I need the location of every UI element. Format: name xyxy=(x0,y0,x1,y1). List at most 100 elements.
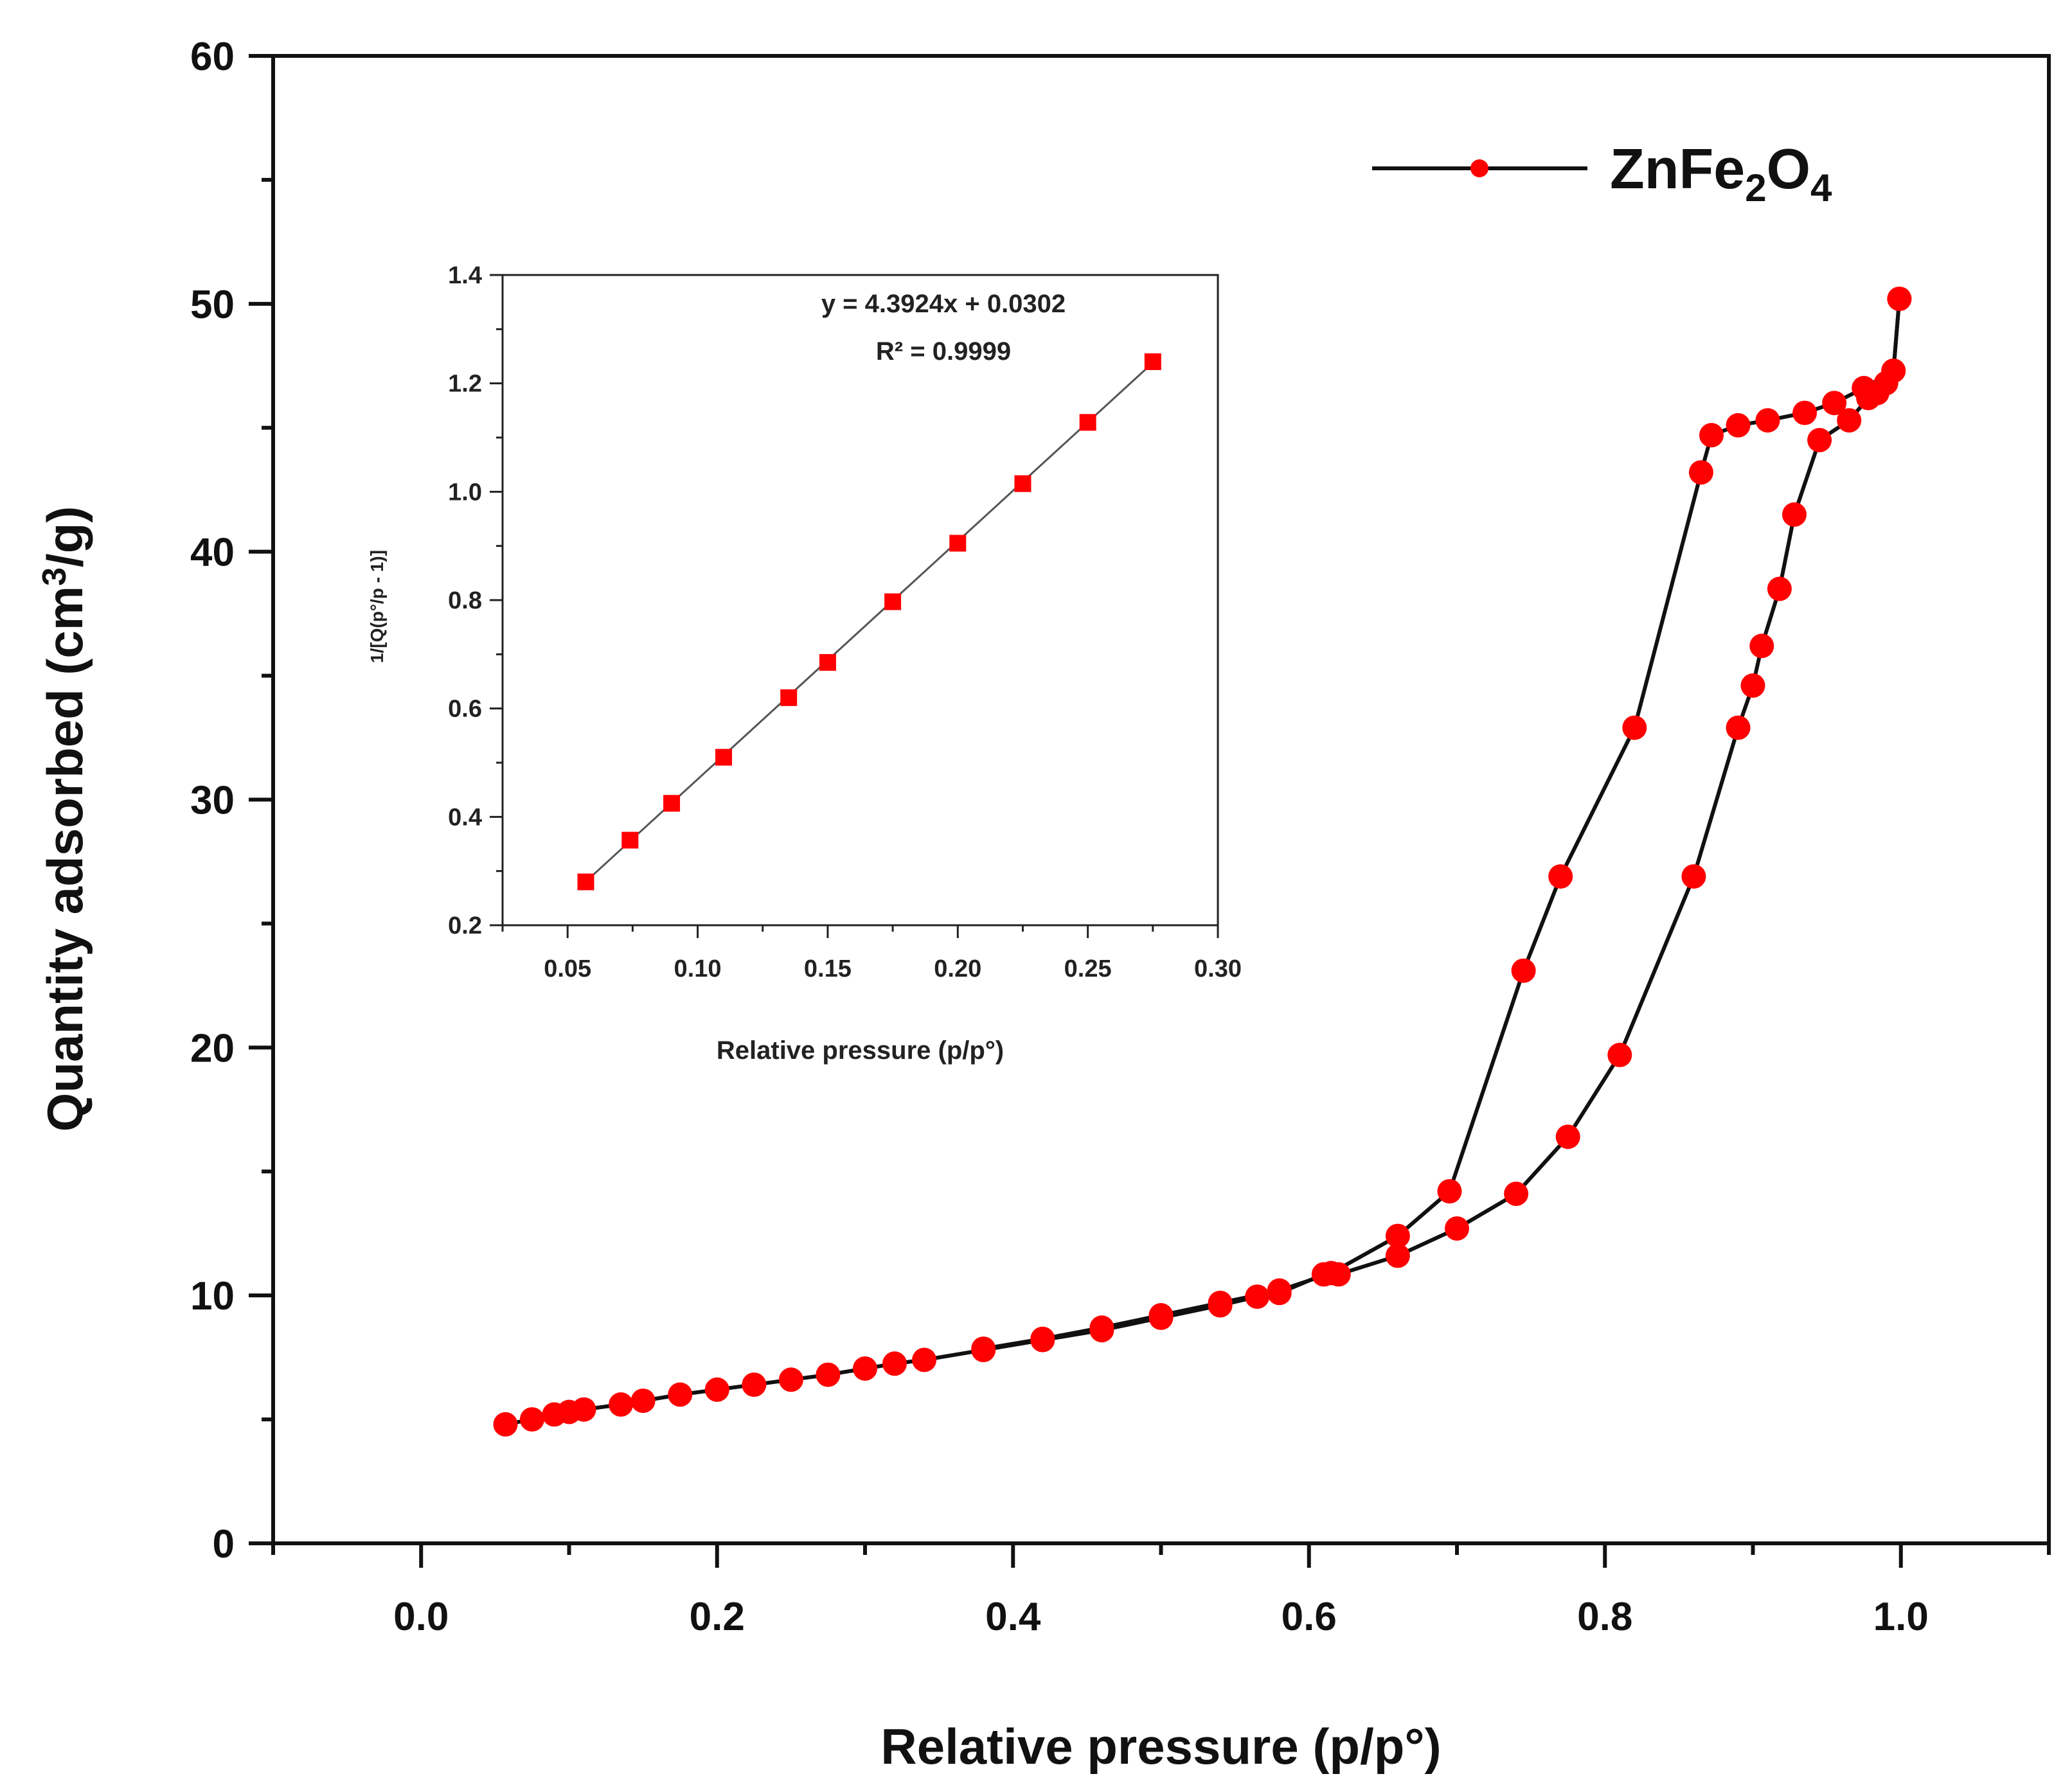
main-point-s0-34 xyxy=(1782,502,1807,527)
main-plot: 0.0 0.2 0.4 0.6 0.8 1.0 0 10 20 30 40 50 60 Relativ… xyxy=(36,35,2051,1775)
main-series-markers xyxy=(493,287,1912,1437)
main-x-axis: 0.0 0.2 0.4 0.6 0.8 1.0 xyxy=(271,1543,2051,1639)
main-point-s1-8 xyxy=(1688,460,1713,485)
main-point-s1-1 xyxy=(1881,359,1906,383)
main-point-s0-6 xyxy=(630,1388,656,1414)
legend-label-part-0: ZnFe xyxy=(1610,137,1745,200)
inset-fit-equation: y = 4.3924x + 0.0302 xyxy=(821,290,1066,318)
inset-x-tick-label-1: 0.10 xyxy=(674,955,722,982)
main-x-tick-label-4: 0.8 xyxy=(1577,1595,1632,1639)
legend-label-znfe2o4: ZnFe2O4 xyxy=(1610,137,1832,209)
inset-point-4 xyxy=(780,689,798,706)
legend-marker-sample xyxy=(1470,159,1488,177)
main-y-tick-label-1: 10 xyxy=(190,1274,235,1318)
inset-x-tick-label-0: 0.05 xyxy=(544,955,591,982)
inset-point-3 xyxy=(715,749,733,766)
main-y-tick-label-0: 0 xyxy=(213,1522,235,1566)
main-point-s0-4 xyxy=(571,1397,596,1422)
main-point-s0-36 xyxy=(1837,408,1862,433)
main-point-s0-11 xyxy=(816,1362,841,1387)
main-point-s1-12 xyxy=(1437,1179,1462,1204)
main-point-s0-1 xyxy=(519,1407,544,1432)
main-point-s0-24 xyxy=(1385,1243,1410,1268)
inset-x-tick-label-2: 0.15 xyxy=(804,955,852,982)
inset-point-5 xyxy=(819,653,836,671)
main-point-s1-14 xyxy=(1319,1261,1344,1286)
main-y-tick-label-6: 60 xyxy=(190,35,235,79)
legend-label-part-3: 4 xyxy=(1810,166,1832,209)
main-y-tick-label-3: 30 xyxy=(190,779,235,823)
inset-y-tick-label-6: 1.4 xyxy=(448,262,482,289)
main-point-s1-20 xyxy=(971,1336,996,1362)
main-point-s1-16 xyxy=(1208,1290,1233,1315)
main-y-tick-label-2: 20 xyxy=(190,1026,235,1070)
main-point-s0-33 xyxy=(1767,576,1792,601)
main-point-s1-11 xyxy=(1511,958,1536,983)
inset-point-10 xyxy=(1144,353,1161,370)
main-point-s0-5 xyxy=(609,1392,634,1417)
legend-label-part-1: 2 xyxy=(1745,166,1766,209)
inset-y-tick-label-0: 0.2 xyxy=(448,912,482,939)
main-y-axis-label-prefix: Quantity adsorbed (cm xyxy=(37,586,93,1131)
main-point-s0-25 xyxy=(1445,1216,1469,1241)
inset-plot-frame xyxy=(501,274,1219,927)
main-point-s0-31 xyxy=(1740,673,1765,698)
inset-point-7 xyxy=(949,535,967,552)
inset-y-tick-label-1: 0.4 xyxy=(448,804,482,831)
main-point-s1-4 xyxy=(1792,400,1817,425)
inset-series-markers xyxy=(577,353,1161,891)
inset-point-6 xyxy=(884,593,902,610)
inset-y-axis-label: 1/[Q(p°/p - 1)] xyxy=(367,550,387,663)
main-point-s1-2 xyxy=(1852,376,1877,400)
legend: ZnFe2O4 xyxy=(1372,137,1832,209)
main-point-s0-29 xyxy=(1681,864,1706,889)
main-x-tick-label-3: 0.6 xyxy=(1282,1595,1337,1639)
main-point-s0-14 xyxy=(912,1347,937,1372)
main-point-s1-19 xyxy=(1030,1326,1055,1351)
main-y-axis-label: Quantity adsorbed (cm3/g) xyxy=(36,506,93,1132)
main-point-s0-26 xyxy=(1504,1182,1529,1206)
inset-y-tick-label-5: 1.2 xyxy=(448,371,482,398)
main-x-axis-label: Relative pressure (p/p°) xyxy=(880,1718,1441,1775)
inset-point-8 xyxy=(1014,475,1032,492)
main-y-tick-label-4: 40 xyxy=(190,531,235,575)
inset-y-tick-label-3: 0.8 xyxy=(448,587,482,614)
main-point-s0-35 xyxy=(1807,428,1832,452)
inset-x-tick-label-4: 0.25 xyxy=(1064,955,1112,982)
inset-fit-r-squared: R² = 0.9999 xyxy=(876,337,1011,366)
main-point-s1-15 xyxy=(1267,1278,1292,1303)
main-point-s0-28 xyxy=(1607,1042,1632,1067)
inset-linear-fit-line xyxy=(585,362,1154,883)
main-point-s0-27 xyxy=(1555,1124,1580,1149)
main-x-tick-label-2: 0.4 xyxy=(985,1595,1041,1639)
inset-point-1 xyxy=(621,831,639,849)
main-point-s1-17 xyxy=(1148,1303,1174,1327)
main-point-s1-7 xyxy=(1699,423,1724,448)
legend-label-part-2: O xyxy=(1767,137,1810,200)
main-x-tick-label-5: 1.0 xyxy=(1873,1595,1929,1639)
main-y-axis: 0 10 20 30 40 50 60 xyxy=(190,35,273,1566)
main-point-s0-13 xyxy=(882,1351,907,1376)
main-y-tick-label-5: 50 xyxy=(190,283,235,327)
inset-plot: 0.05 0.10 0.15 0.20 0.25 0.30 0.2 0.4 0.6 0.8 1.0… xyxy=(367,262,1242,1065)
main-point-s0-10 xyxy=(778,1367,803,1392)
main-x-tick-label-1: 0.2 xyxy=(690,1595,745,1639)
main-point-s0-7 xyxy=(668,1382,693,1407)
main-point-s1-5 xyxy=(1755,408,1780,433)
main-y-axis-label-superscript: 3 xyxy=(36,567,73,586)
inset-y-tick-label-2: 0.6 xyxy=(448,696,482,723)
main-point-s1-13 xyxy=(1385,1223,1410,1248)
main-point-s1-9 xyxy=(1622,715,1647,740)
main-point-s0-30 xyxy=(1726,715,1751,740)
inset-y-tick-label-4: 1.0 xyxy=(448,479,482,506)
inset-y-axis: 0.2 0.4 0.6 0.8 1.0 1.2 1.4 xyxy=(448,262,503,939)
inset-x-tick-label-3: 0.20 xyxy=(934,955,981,982)
main-point-s0-12 xyxy=(853,1356,877,1381)
inset-point-9 xyxy=(1079,414,1096,431)
inset-point-2 xyxy=(663,795,681,812)
inset-x-tick-label-5: 0.30 xyxy=(1194,955,1242,982)
main-point-s0-9 xyxy=(742,1372,767,1397)
inset-x-axis: 0.05 0.10 0.15 0.20 0.25 0.30 xyxy=(501,925,1242,982)
inset-point-0 xyxy=(577,873,594,891)
